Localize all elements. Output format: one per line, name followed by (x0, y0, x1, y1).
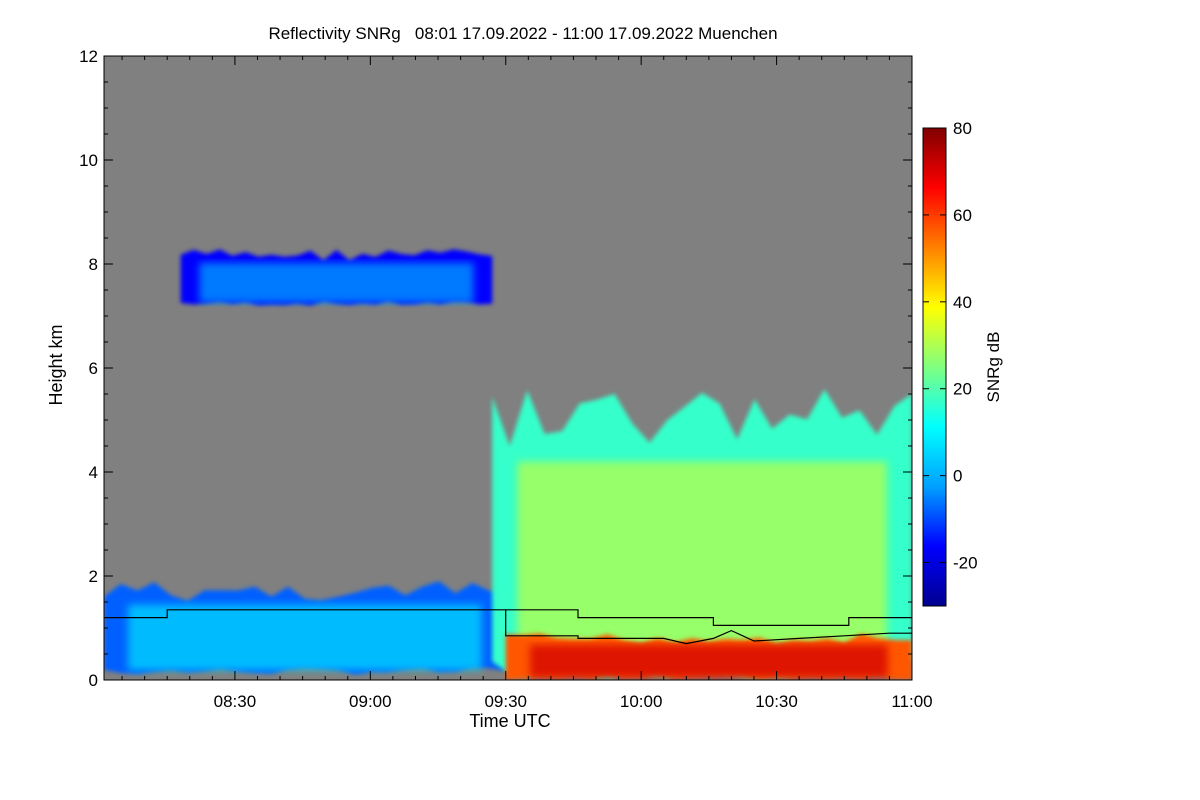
y-axis-label: Height km (46, 324, 66, 405)
x-tick-label: 09:00 (349, 692, 392, 711)
y-tick-label: 10 (79, 151, 98, 170)
colorbar: -20 0 20 40 60 80 (922, 119, 978, 607)
cloud-layer-deep-cloud (492, 389, 912, 680)
colorbar-tick-label: 0 (953, 467, 962, 486)
y-tick-label: 12 (79, 47, 98, 66)
colorbar-label: SNRg dB (984, 332, 1003, 403)
y-tick-label: 2 (89, 567, 98, 586)
colorbar-tick-label: 40 (953, 293, 972, 312)
x-axis-label: Time UTC (469, 711, 550, 731)
x-tick-label: 10:00 (620, 692, 663, 711)
snr-field (104, 249, 912, 680)
x-tick-label: 09:30 (484, 692, 527, 711)
cloud-core (517, 461, 887, 666)
colorbar-tick-label: 80 (953, 119, 972, 138)
cloud-core (128, 604, 482, 671)
x-tick-label: 10:30 (755, 692, 798, 711)
cloud-layer-near-surface-rain (505, 633, 912, 680)
chart-title: Reflectivity SNRg 08:01 17.09.2022 - 11:… (268, 24, 777, 43)
colorbar-bar (922, 127, 947, 607)
colorbar-tick-label: -20 (953, 554, 978, 573)
boundary-lines (104, 609, 912, 645)
colorbar-tick-label: 60 (953, 206, 972, 225)
boundary-lower-line (505, 609, 912, 645)
cloud-layer-upper-cloud (180, 249, 493, 306)
y-tick-label: 0 (89, 671, 98, 690)
y-tick-label: 6 (89, 359, 98, 378)
y-axis: 0 2 4 6 8 10 12 (79, 47, 912, 690)
cloud-core (199, 262, 474, 303)
cloud-core (530, 644, 888, 678)
x-tick-label: 08:30 (214, 692, 257, 711)
y-tick-label: 4 (89, 463, 98, 482)
colorbar-tick-label: 20 (953, 380, 972, 399)
y-tick-label: 8 (89, 255, 98, 274)
boundary-upper-line (104, 609, 912, 627)
x-tick-label: 11:00 (891, 692, 932, 711)
x-axis: 08:30 09:00 09:30 10:00 10:30 11:00 (121, 56, 933, 711)
cloud-layer-low-cloud (104, 581, 506, 675)
